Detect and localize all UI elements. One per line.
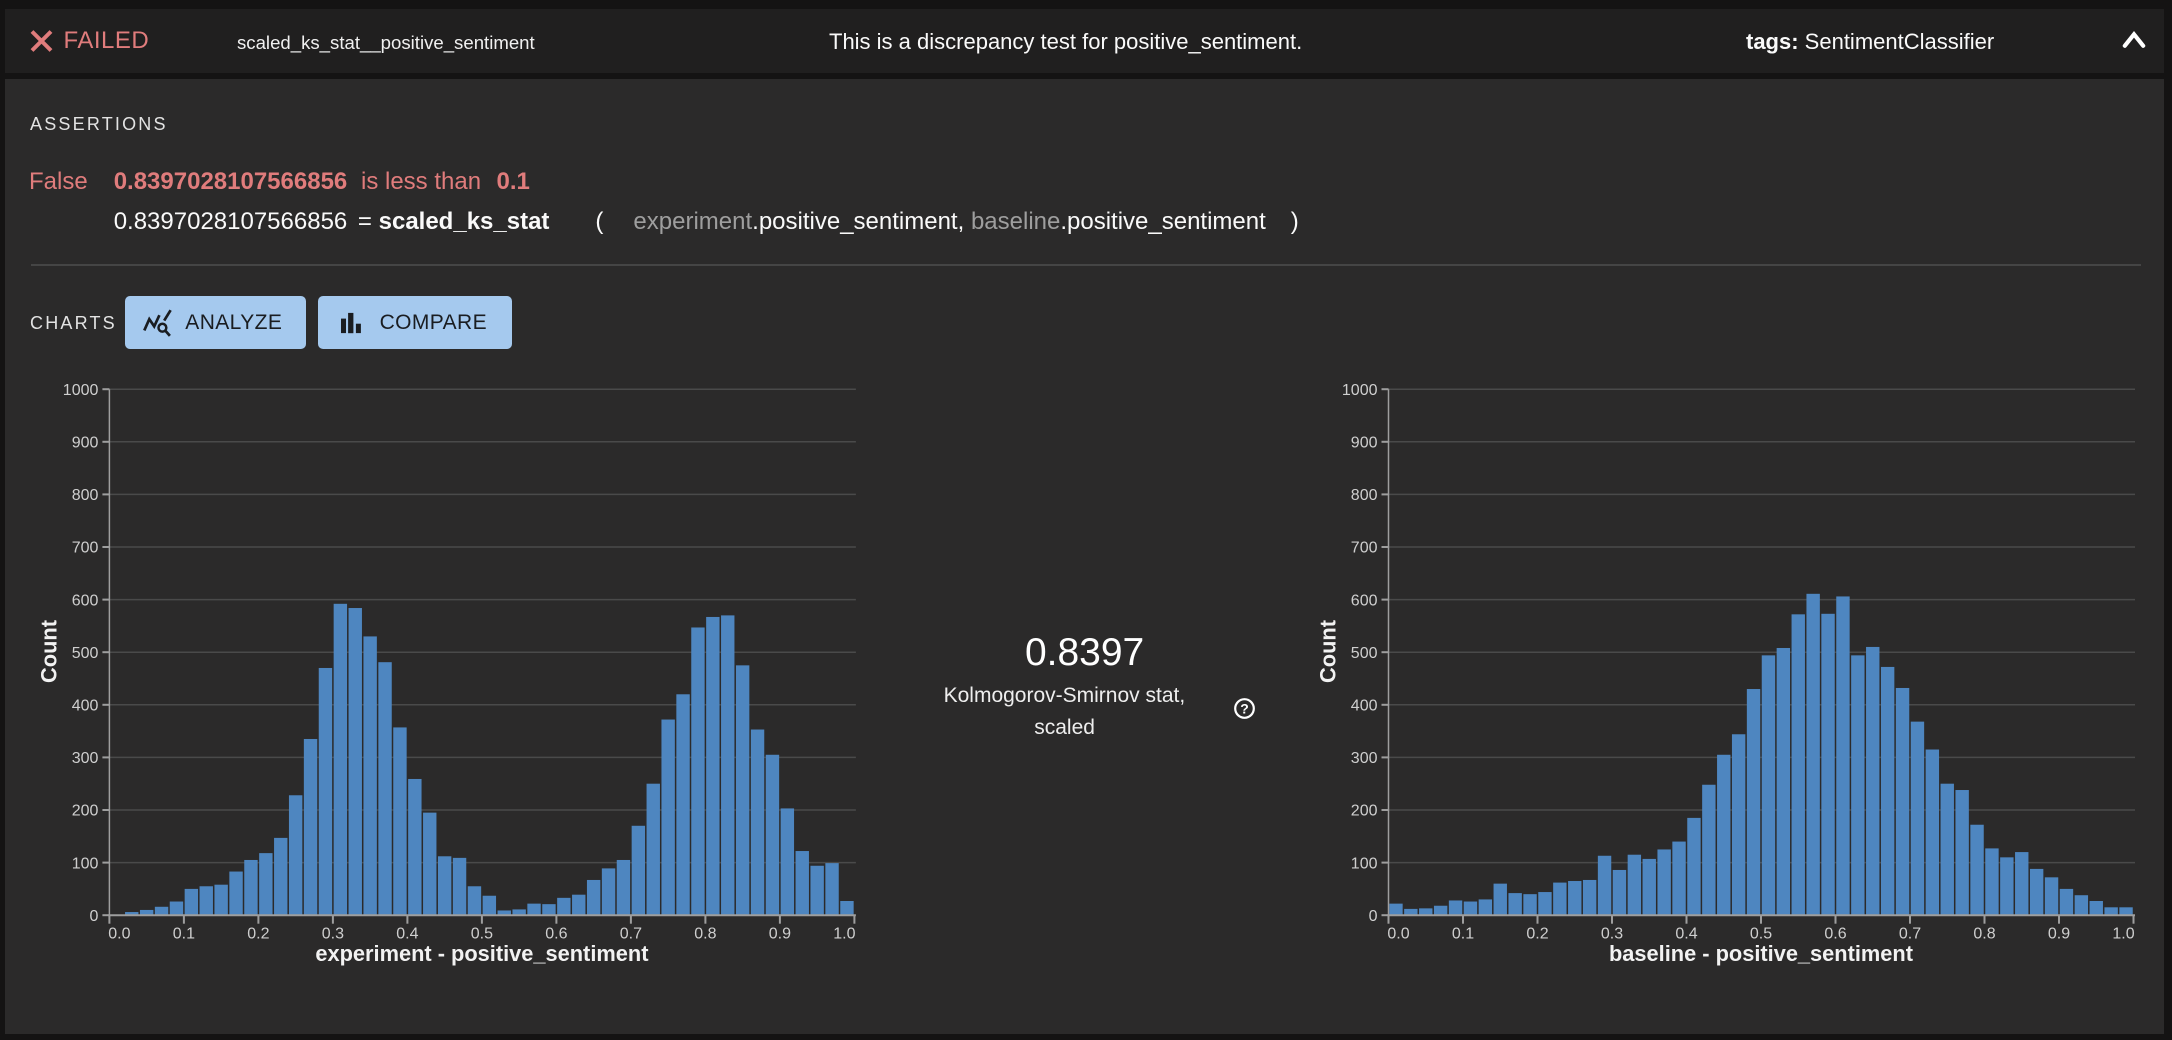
svg-text:baseline - positive_sentiment: baseline - positive_sentiment xyxy=(1609,941,1913,966)
svg-text:0.0: 0.0 xyxy=(108,926,130,943)
svg-text:200: 200 xyxy=(1351,803,1378,820)
svg-text:500: 500 xyxy=(1351,645,1378,662)
svg-text:0.6: 0.6 xyxy=(545,926,567,943)
svg-text:0.2: 0.2 xyxy=(247,926,269,943)
svg-text:0.7: 0.7 xyxy=(1899,926,1921,943)
svg-text:0.4: 0.4 xyxy=(1675,926,1697,943)
svg-text:?: ? xyxy=(1240,700,1249,716)
svg-text:700: 700 xyxy=(72,540,99,557)
svg-text:800: 800 xyxy=(72,487,99,504)
svg-text:0: 0 xyxy=(89,908,98,925)
svg-text:Count: Count xyxy=(1316,620,1341,683)
svg-text:900: 900 xyxy=(1351,435,1378,452)
svg-text:experiment - positive_sentimen: experiment - positive_sentiment xyxy=(315,941,648,966)
svg-text:300: 300 xyxy=(1351,750,1378,767)
svg-text:600: 600 xyxy=(72,592,99,609)
svg-text:0.7: 0.7 xyxy=(620,926,642,943)
svg-text:0: 0 xyxy=(1369,908,1378,925)
svg-text:0.0: 0.0 xyxy=(1387,926,1409,943)
svg-text:0.3: 0.3 xyxy=(1601,926,1623,943)
svg-text:100: 100 xyxy=(1351,855,1378,872)
svg-text:1000: 1000 xyxy=(1342,382,1378,399)
svg-text:1.0: 1.0 xyxy=(2112,926,2134,943)
svg-text:800: 800 xyxy=(1351,487,1378,504)
svg-text:1000: 1000 xyxy=(63,382,99,399)
svg-text:0.1: 0.1 xyxy=(1452,926,1474,943)
svg-text:700: 700 xyxy=(1351,540,1378,557)
svg-text:0.8: 0.8 xyxy=(694,926,716,943)
svg-text:0.4: 0.4 xyxy=(396,926,418,943)
svg-text:0.8: 0.8 xyxy=(1973,926,1995,943)
svg-text:0.1: 0.1 xyxy=(173,926,195,943)
svg-text:Count: Count xyxy=(36,620,61,683)
svg-text:900: 900 xyxy=(72,435,99,452)
svg-text:500: 500 xyxy=(72,645,99,662)
svg-text:100: 100 xyxy=(72,855,99,872)
svg-text:0.5: 0.5 xyxy=(471,926,493,943)
svg-text:0.5: 0.5 xyxy=(1750,926,1772,943)
svg-text:600: 600 xyxy=(1351,592,1378,609)
svg-text:0.9: 0.9 xyxy=(2048,926,2070,943)
svg-text:400: 400 xyxy=(72,698,99,715)
svg-text:0.2: 0.2 xyxy=(1526,926,1548,943)
svg-text:0.3: 0.3 xyxy=(322,926,344,943)
svg-text:300: 300 xyxy=(72,750,99,767)
svg-text:0.9: 0.9 xyxy=(769,926,791,943)
svg-text:200: 200 xyxy=(72,803,99,820)
svg-text:400: 400 xyxy=(1351,698,1378,715)
svg-text:0.6: 0.6 xyxy=(1824,926,1846,943)
svg-text:1.0: 1.0 xyxy=(833,926,855,943)
